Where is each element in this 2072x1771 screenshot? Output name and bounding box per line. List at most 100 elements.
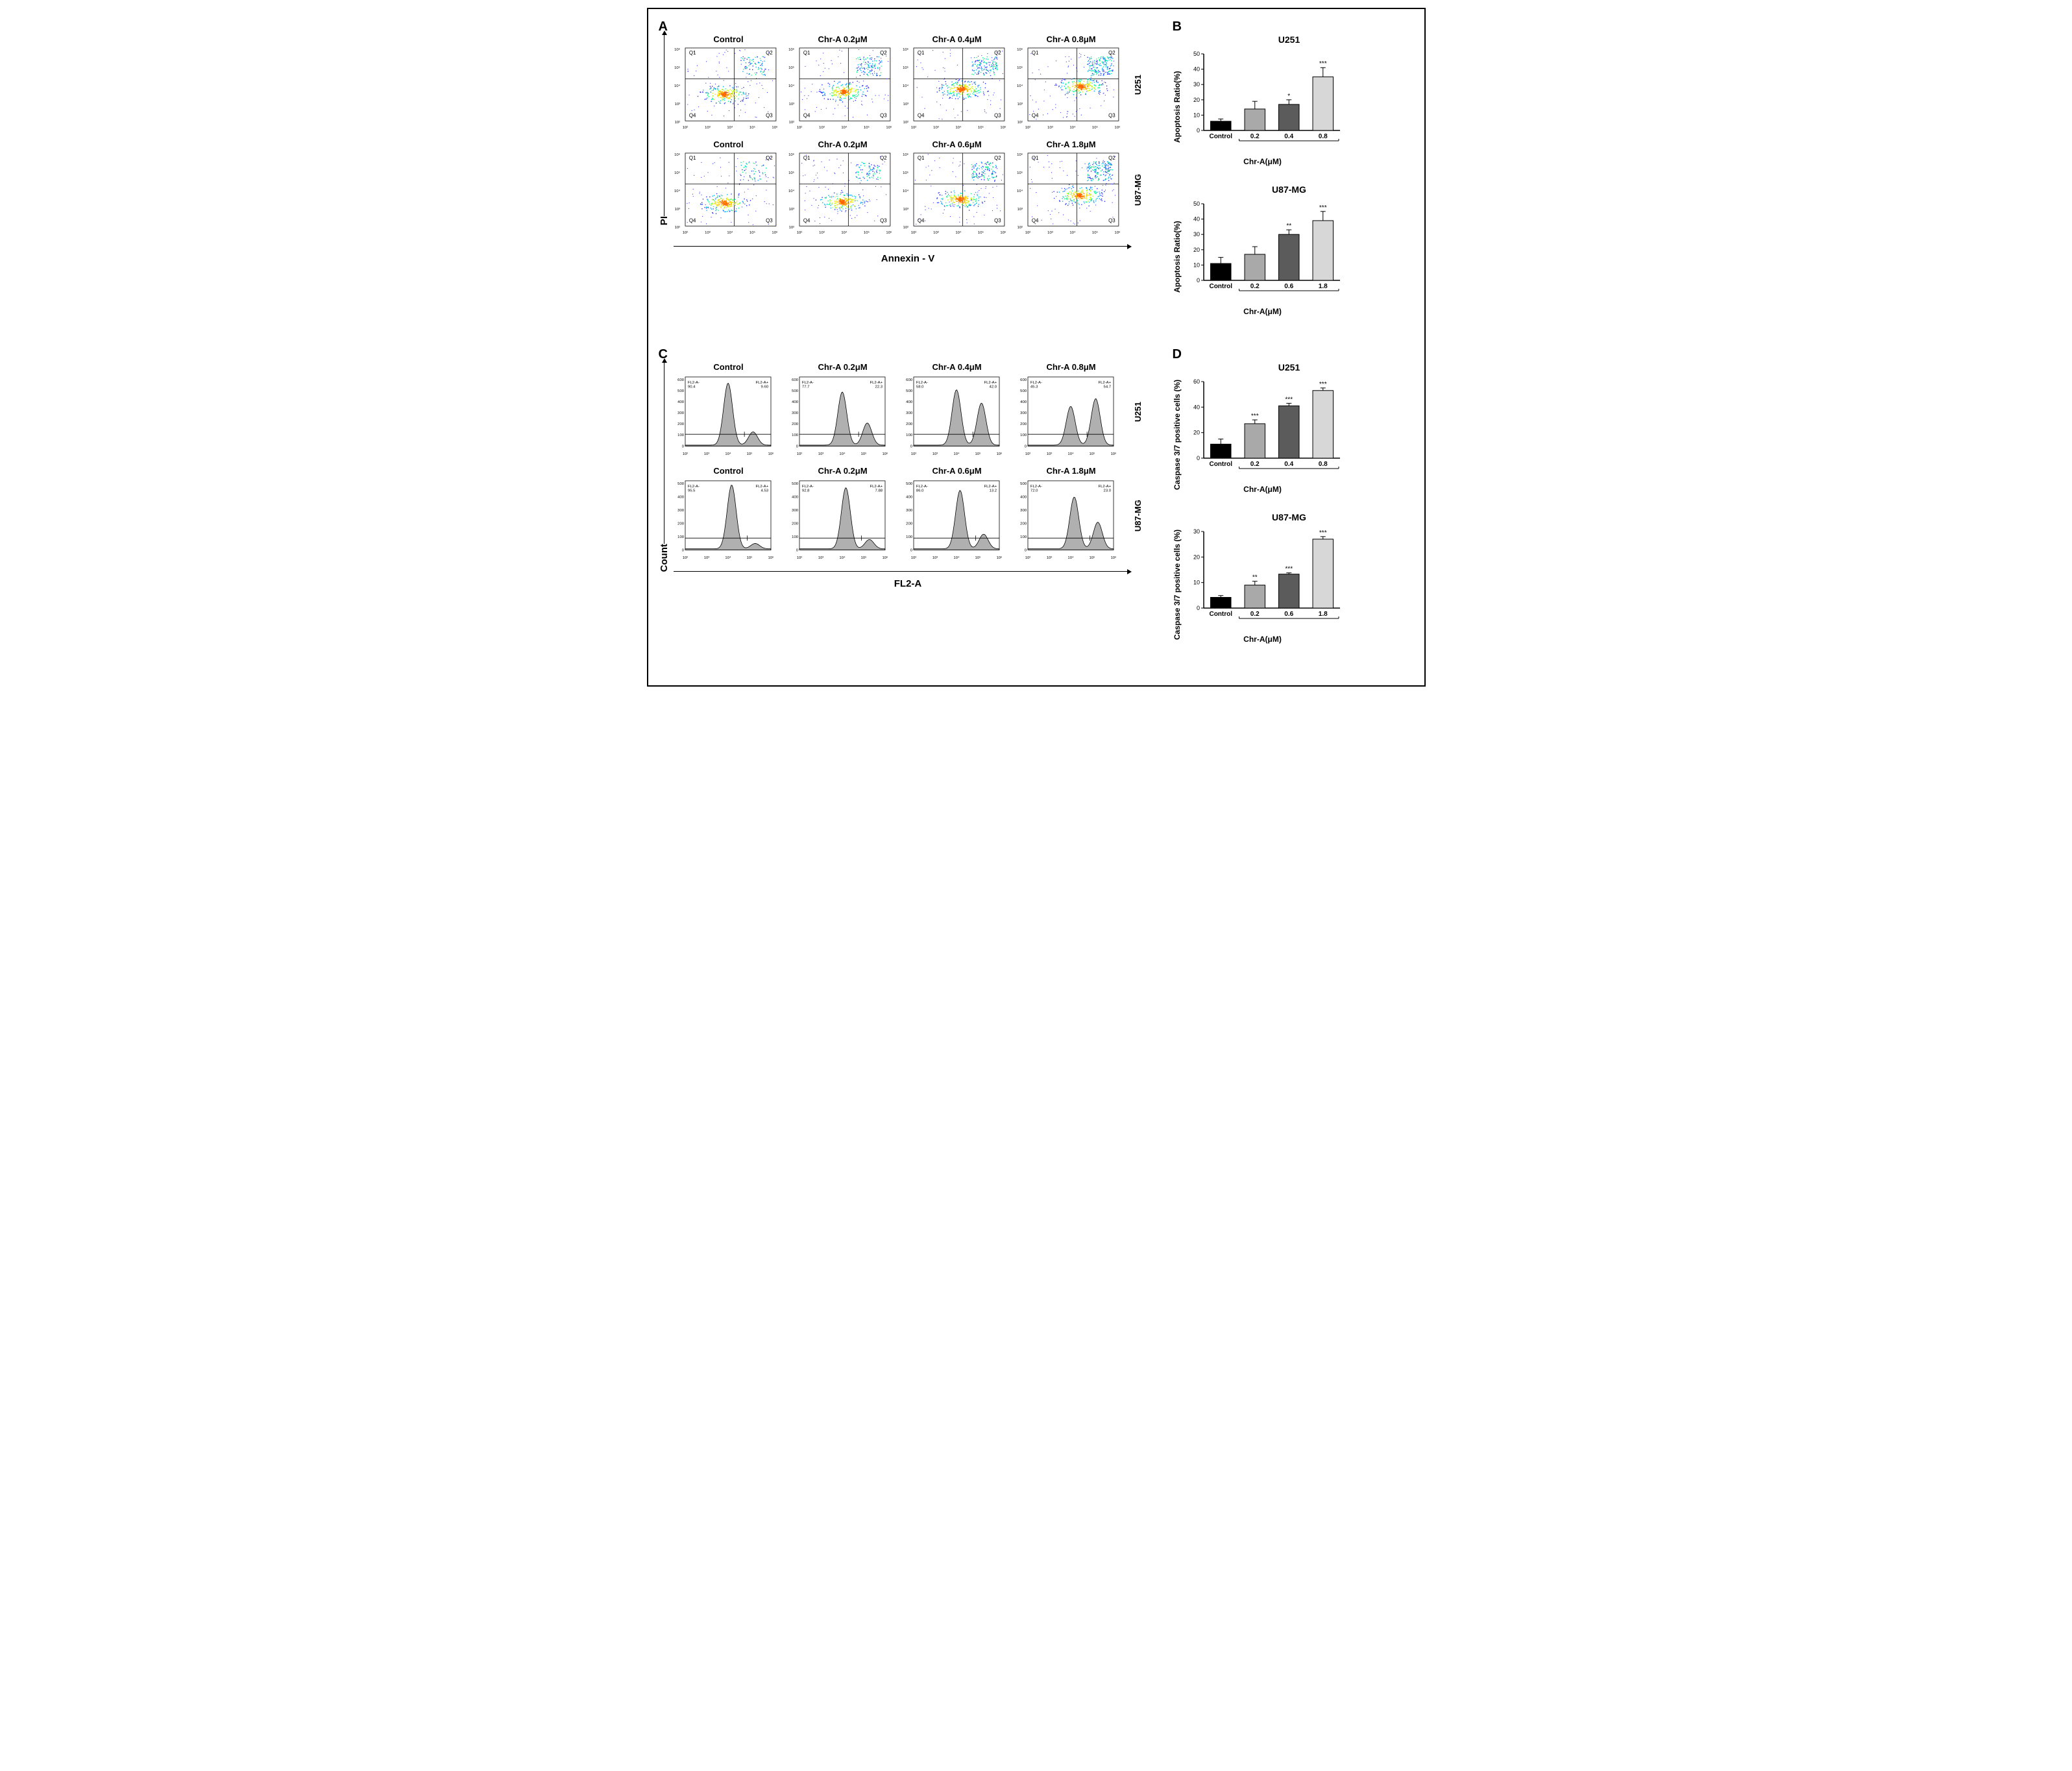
svg-text:10³: 10³ bbox=[1046, 452, 1052, 456]
svg-text:10³: 10³ bbox=[818, 452, 823, 456]
svg-text:1.8: 1.8 bbox=[1318, 283, 1327, 290]
hist-title: Control bbox=[674, 466, 784, 476]
svg-text:200: 200 bbox=[906, 522, 913, 526]
panel-c-y-label: Count bbox=[659, 544, 670, 572]
svg-text:Q2: Q2 bbox=[1108, 155, 1115, 161]
svg-text:10²: 10² bbox=[796, 452, 802, 456]
svg-text:FL2-A+: FL2-A+ bbox=[1098, 381, 1111, 385]
svg-text:500: 500 bbox=[792, 482, 799, 486]
svg-text:10⁶: 10⁶ bbox=[1017, 153, 1023, 157]
facs-plot: Control Q1 Q2 Q3 Q4 10²10³10⁴10⁵10⁶10²10… bbox=[674, 34, 784, 136]
svg-text:40: 40 bbox=[1193, 404, 1199, 410]
svg-text:10⁵: 10⁵ bbox=[788, 171, 795, 175]
svg-text:500: 500 bbox=[1020, 482, 1027, 486]
svg-text:58.0: 58.0 bbox=[916, 385, 923, 389]
svg-text:FL2-A+: FL2-A+ bbox=[870, 381, 883, 385]
svg-text:400: 400 bbox=[906, 400, 913, 404]
svg-text:10⁴: 10⁴ bbox=[841, 125, 847, 130]
svg-text:400: 400 bbox=[1020, 495, 1027, 499]
svg-text:400: 400 bbox=[792, 400, 799, 404]
svg-text:Control: Control bbox=[1209, 461, 1232, 468]
svg-text:0.6: 0.6 bbox=[1284, 611, 1293, 618]
svg-text:10⁵: 10⁵ bbox=[749, 125, 755, 130]
svg-text:10⁶: 10⁶ bbox=[788, 47, 795, 52]
svg-text:10⁴: 10⁴ bbox=[788, 84, 794, 88]
svg-text:10²: 10² bbox=[796, 231, 802, 235]
facs-plot: Chr-A 0.4μM Q1 Q2 Q3 Q4 10²10³10⁴10⁵10⁶1… bbox=[902, 34, 1012, 136]
svg-text:Q1: Q1 bbox=[803, 155, 810, 161]
svg-text:10²: 10² bbox=[788, 121, 794, 125]
svg-text:10⁶: 10⁶ bbox=[1110, 556, 1117, 560]
svg-text:10³: 10³ bbox=[1017, 103, 1023, 106]
svg-text:10⁵: 10⁵ bbox=[1091, 230, 1098, 235]
svg-text:FL2-A+: FL2-A+ bbox=[870, 485, 883, 489]
facs-row: Control Q1 Q2 Q3 Q4 10²10³10⁴10⁵10⁶10²10… bbox=[674, 140, 1143, 241]
svg-text:45.3: 45.3 bbox=[1030, 385, 1038, 389]
svg-text:600: 600 bbox=[906, 378, 913, 382]
svg-text:**: ** bbox=[1286, 223, 1291, 230]
svg-text:10³: 10³ bbox=[788, 103, 794, 106]
svg-text:10⁶: 10⁶ bbox=[996, 556, 1003, 560]
svg-text:10⁶: 10⁶ bbox=[1114, 125, 1121, 130]
svg-text:10³: 10³ bbox=[819, 126, 825, 130]
svg-text:10⁵: 10⁵ bbox=[860, 452, 867, 456]
hist-title: Chr-A 0.2μM bbox=[788, 362, 898, 372]
svg-text:10⁵: 10⁵ bbox=[674, 171, 681, 175]
bar-chart: U87-MG Caspase 3/7 positive cells (%) 0 … bbox=[1173, 512, 1406, 644]
svg-text:400: 400 bbox=[677, 400, 685, 404]
svg-text:10⁴: 10⁴ bbox=[1067, 556, 1074, 560]
panel-a-x-label: Annexin - V bbox=[674, 253, 1143, 264]
svg-text:10⁴: 10⁴ bbox=[955, 125, 962, 130]
svg-text:Q1: Q1 bbox=[803, 50, 810, 56]
svg-text:100: 100 bbox=[792, 434, 799, 437]
bar-chart-title: U251 bbox=[1173, 362, 1406, 373]
hist-plot: Chr-A 0.6μM FL2-A- 86.0 FL2-A+ 13.2 10²1… bbox=[902, 466, 1012, 566]
svg-text:Q2: Q2 bbox=[766, 155, 773, 161]
svg-text:***: *** bbox=[1319, 60, 1326, 67]
svg-text:10³: 10³ bbox=[818, 556, 823, 560]
svg-text:10⁵: 10⁵ bbox=[977, 230, 984, 235]
svg-text:10⁵: 10⁵ bbox=[749, 230, 755, 235]
svg-text:FL2-A+: FL2-A+ bbox=[984, 485, 997, 489]
svg-text:0.8: 0.8 bbox=[1318, 133, 1327, 140]
svg-text:200: 200 bbox=[1020, 422, 1027, 426]
svg-text:10⁶: 10⁶ bbox=[674, 153, 681, 157]
hist-plot: Control FL2-A- 90.4 FL2-A+ 9.60 10²10³10… bbox=[674, 362, 784, 462]
svg-text:0: 0 bbox=[910, 445, 912, 448]
svg-text:***: *** bbox=[1250, 413, 1258, 420]
hist-plot: Chr-A 0.8μM FL2-A- 45.3 FL2-A+ 54.7 10²1… bbox=[1016, 362, 1127, 462]
hist-title: Chr-A 1.8μM bbox=[1016, 466, 1127, 476]
svg-text:100: 100 bbox=[1020, 434, 1027, 437]
svg-text:Q3: Q3 bbox=[766, 217, 773, 223]
svg-text:10⁵: 10⁵ bbox=[788, 66, 795, 70]
svg-text:20: 20 bbox=[1193, 554, 1199, 560]
svg-text:Control: Control bbox=[1209, 283, 1232, 290]
svg-text:10⁵: 10⁵ bbox=[746, 452, 753, 456]
panel-label-a: A bbox=[659, 19, 1165, 34]
svg-text:10⁵: 10⁵ bbox=[1089, 556, 1095, 560]
svg-text:0: 0 bbox=[1024, 445, 1027, 448]
svg-text:200: 200 bbox=[677, 422, 685, 426]
svg-text:10²: 10² bbox=[910, 556, 916, 560]
svg-text:Q3: Q3 bbox=[766, 112, 773, 118]
svg-text:86.0: 86.0 bbox=[916, 489, 923, 493]
svg-text:FL2-A-: FL2-A- bbox=[1030, 381, 1042, 385]
svg-text:10⁴: 10⁴ bbox=[1016, 84, 1023, 88]
svg-text:10⁴: 10⁴ bbox=[725, 556, 731, 560]
svg-text:Q2: Q2 bbox=[994, 155, 1001, 161]
svg-text:200: 200 bbox=[906, 422, 913, 426]
svg-text:92.8: 92.8 bbox=[801, 489, 809, 493]
svg-text:10⁵: 10⁵ bbox=[975, 556, 981, 560]
facs-plot: Chr-A 0.2μM Q1 Q2 Q3 Q4 10²10³10⁴10⁵10⁶1… bbox=[788, 140, 898, 241]
svg-text:100: 100 bbox=[792, 535, 799, 539]
svg-text:7.88: 7.88 bbox=[875, 489, 883, 493]
facs-title: Control bbox=[674, 34, 784, 44]
svg-text:10⁴: 10⁴ bbox=[841, 230, 847, 235]
svg-text:10²: 10² bbox=[682, 556, 688, 560]
svg-text:Q1: Q1 bbox=[689, 155, 696, 161]
svg-text:100: 100 bbox=[677, 434, 685, 437]
svg-text:10³: 10³ bbox=[788, 208, 794, 212]
svg-text:10³: 10³ bbox=[933, 231, 939, 235]
svg-text:10⁶: 10⁶ bbox=[903, 47, 909, 52]
svg-text:500: 500 bbox=[677, 482, 685, 486]
